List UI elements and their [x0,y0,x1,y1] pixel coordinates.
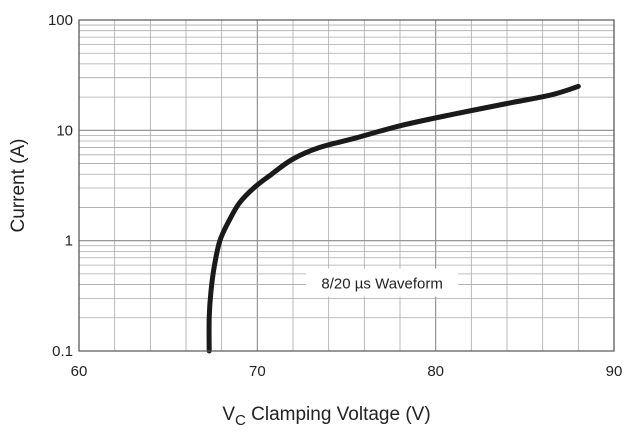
x-tick-label: 60 [71,363,88,380]
x-axis-label: VC Clamping Voltage (V) [222,404,430,429]
annotation-layer: 8/20 µs Waveform [306,268,459,297]
x-axis-label-subscript: C [235,412,246,429]
series-layer [206,83,581,354]
x-tick-label: 70 [249,363,266,380]
annotation-waveform: 8/20 µs Waveform [321,276,442,293]
y-tick-label: 1 [65,233,73,250]
y-tick-label: 10 [56,122,73,139]
tick-labels: 60 70 80 90 0.1 1 10 100 [48,12,622,380]
y-axis-label: Current (A) [8,139,29,233]
x-tick-label: 80 [427,363,444,380]
x-axis-label-rest: Clamping Voltage (V) [246,404,431,425]
series-line [206,83,581,354]
grid-lines [78,20,615,352]
plot-frame [78,19,615,352]
x-tick-label: 90 [606,363,623,380]
y-tick-label: 100 [48,12,73,29]
annotation-box [306,268,459,297]
x-axis-label-main: V [222,404,235,425]
y-tick-label: 0.1 [52,343,73,360]
